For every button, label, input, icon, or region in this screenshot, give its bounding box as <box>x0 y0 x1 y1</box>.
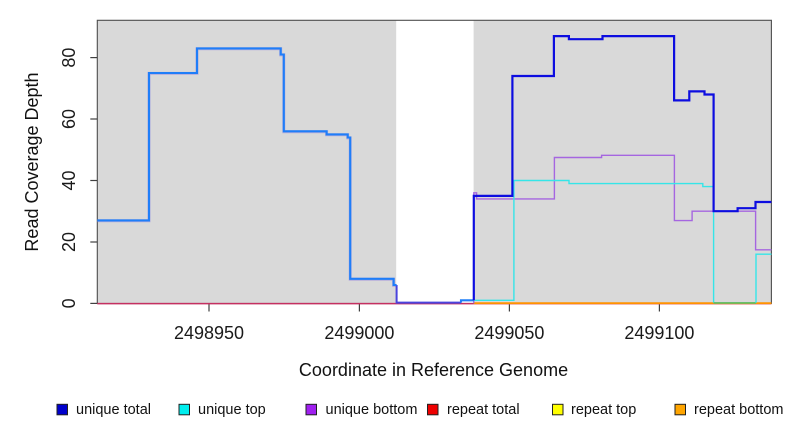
svg-text:unique top: unique top <box>198 402 266 418</box>
svg-text:20: 20 <box>59 232 79 252</box>
svg-text:repeat bottom: repeat bottom <box>694 402 783 418</box>
svg-text:40: 40 <box>59 170 79 190</box>
svg-text:2499050: 2499050 <box>474 323 544 343</box>
svg-text:unique bottom: unique bottom <box>326 402 418 418</box>
svg-text:repeat total: repeat total <box>447 402 520 418</box>
svg-text:repeat top: repeat top <box>571 402 636 418</box>
svg-text:Read Coverage Depth: Read Coverage Depth <box>22 72 42 251</box>
svg-text:60: 60 <box>59 109 79 129</box>
svg-text:2499100: 2499100 <box>624 323 694 343</box>
svg-text:2498950: 2498950 <box>174 323 244 343</box>
svg-text:unique total: unique total <box>76 402 151 418</box>
svg-text:2499000: 2499000 <box>324 323 394 343</box>
svg-text:0: 0 <box>59 298 79 308</box>
svg-text:80: 80 <box>59 48 79 68</box>
svg-text:Coordinate in Reference Genome: Coordinate in Reference Genome <box>299 360 568 380</box>
